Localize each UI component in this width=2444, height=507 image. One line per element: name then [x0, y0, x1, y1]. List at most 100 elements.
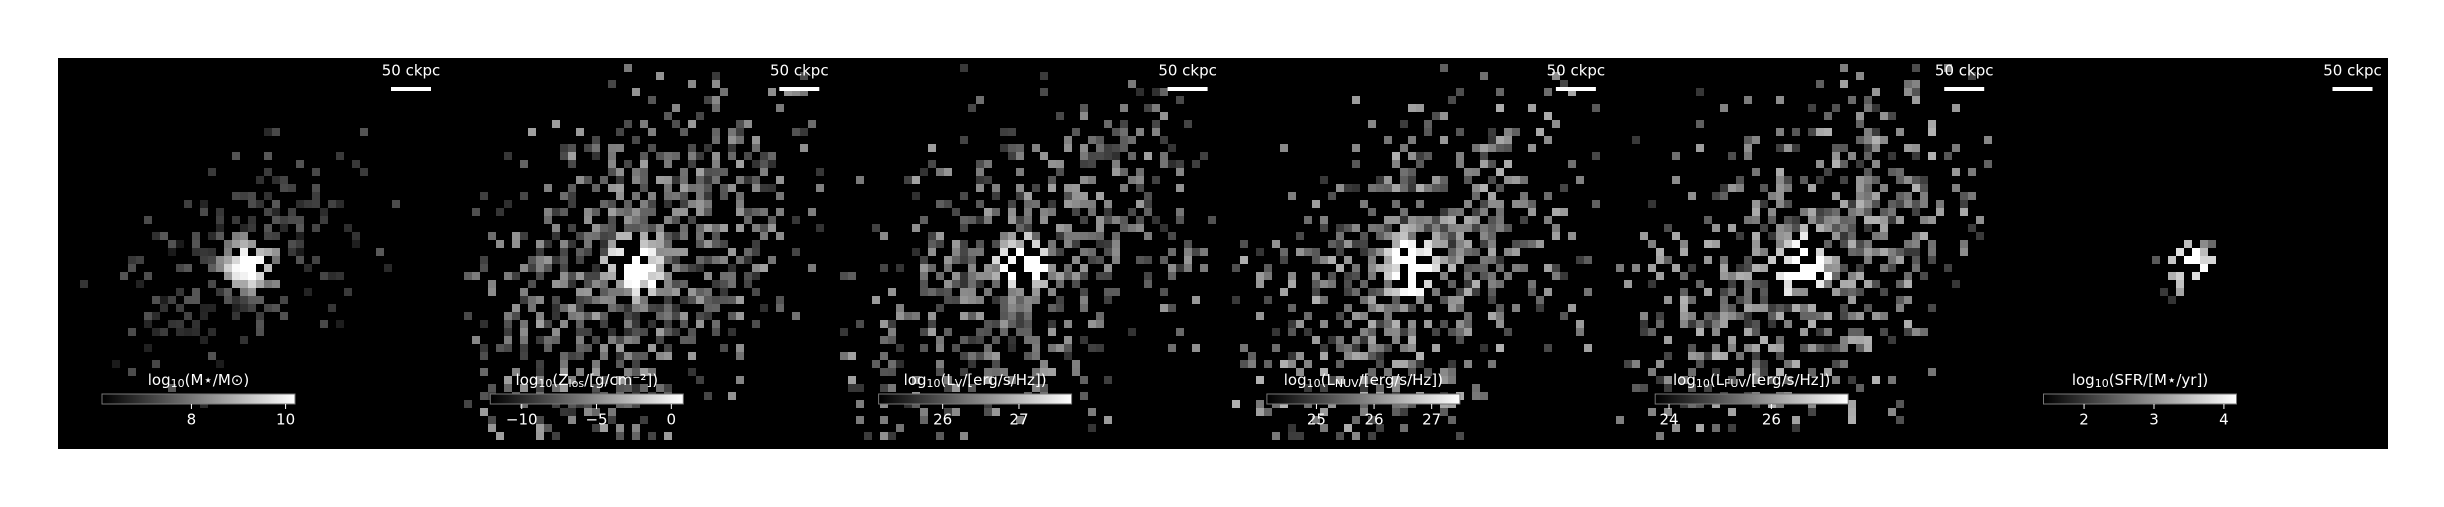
pixel — [1808, 368, 1816, 376]
pixel — [1448, 304, 1456, 312]
pixel — [760, 208, 768, 216]
pixel — [1392, 272, 1400, 280]
pixel — [1256, 248, 1264, 256]
pixel — [272, 208, 280, 216]
pixel — [1864, 248, 1872, 256]
pixel — [976, 96, 984, 104]
pixel — [616, 376, 624, 384]
pixel — [1704, 288, 1712, 296]
pixel — [720, 344, 728, 352]
label-text: log — [2072, 371, 2095, 389]
pixel — [1448, 296, 1456, 304]
pixel — [1816, 128, 1824, 136]
pixel — [1136, 184, 1144, 192]
pixel — [1720, 288, 1728, 296]
pixel — [240, 192, 248, 200]
pixel — [208, 232, 216, 240]
pixel — [200, 200, 208, 208]
pixel — [1104, 208, 1112, 216]
pixel — [1712, 320, 1720, 328]
pixel — [648, 240, 656, 248]
pixel — [1912, 264, 1920, 272]
pixel — [1232, 264, 1240, 272]
pixel — [1352, 264, 1360, 272]
pixel — [672, 248, 680, 256]
pixel — [576, 296, 584, 304]
pixel — [256, 176, 264, 184]
pixel — [1408, 344, 1416, 352]
pixel — [656, 232, 664, 240]
pixel — [536, 264, 544, 272]
pixel — [1072, 360, 1080, 368]
pixel — [608, 248, 616, 256]
pixel — [1112, 240, 1120, 248]
pixel — [1880, 288, 1888, 296]
pixel — [1688, 352, 1696, 360]
pixel — [712, 160, 720, 168]
pixel — [1512, 176, 1520, 184]
pixel — [880, 336, 888, 344]
pixel — [1424, 216, 1432, 224]
label-subscript: 10 — [2095, 377, 2109, 390]
pixel — [1368, 224, 1376, 232]
pixel — [976, 352, 984, 360]
pixel — [1504, 144, 1512, 152]
pixel — [1384, 248, 1392, 256]
pixel — [1088, 152, 1096, 160]
pixel — [712, 304, 720, 312]
pixel — [1376, 264, 1384, 272]
pixel — [1096, 216, 1104, 224]
pixel — [1864, 192, 1872, 200]
pixel — [240, 264, 248, 272]
pixel — [1032, 240, 1040, 248]
pixel — [1832, 152, 1840, 160]
pixel — [720, 88, 728, 96]
pixel — [1720, 312, 1728, 320]
pixel — [1696, 424, 1704, 432]
pixel — [1368, 264, 1376, 272]
pixel — [1200, 264, 1208, 272]
pixel — [504, 328, 512, 336]
pixel — [1016, 320, 1024, 328]
pixel — [1776, 368, 1784, 376]
pixel — [808, 120, 816, 128]
pixel — [1464, 280, 1472, 288]
pixel — [712, 232, 720, 240]
pixel — [752, 264, 760, 272]
pixel — [192, 248, 200, 256]
pixel — [600, 248, 608, 256]
pixel — [576, 256, 584, 264]
pixel — [520, 320, 528, 328]
pixel — [560, 304, 568, 312]
pixel — [1856, 328, 1864, 336]
pixel — [168, 248, 176, 256]
pixel — [1352, 344, 1360, 352]
pixel — [1080, 264, 1088, 272]
pixel — [1392, 200, 1400, 208]
pixel — [1424, 184, 1432, 192]
pixel — [528, 280, 536, 288]
pixel — [1776, 96, 1784, 104]
pixel — [1008, 216, 1016, 224]
pixel — [1960, 240, 1968, 248]
pixel — [552, 224, 560, 232]
pixel — [768, 224, 776, 232]
pixel — [1800, 312, 1808, 320]
pixel — [1064, 336, 1072, 344]
pixel — [208, 280, 216, 288]
pixel — [320, 272, 328, 280]
pixel — [944, 288, 952, 296]
pixel — [1920, 216, 1928, 224]
pixel — [192, 240, 200, 248]
pixel — [1096, 136, 1104, 144]
pixel — [1128, 328, 1136, 336]
colorbar-tick-label: 3 — [2149, 411, 2159, 429]
pixel — [256, 328, 264, 336]
pixel — [1776, 200, 1784, 208]
pixel — [800, 128, 808, 136]
pixel — [624, 352, 632, 360]
pixel — [616, 184, 624, 192]
pixel — [1704, 216, 1712, 224]
pixel — [624, 304, 632, 312]
pixel — [880, 232, 888, 240]
